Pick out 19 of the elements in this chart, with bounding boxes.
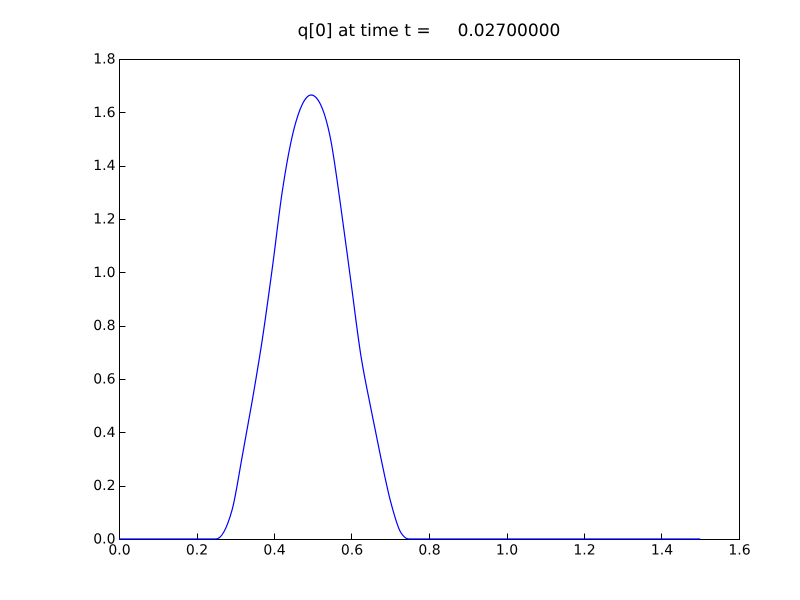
y-tick-label: 1.2	[93, 212, 116, 228]
y-tick-label: 1.8	[93, 52, 116, 68]
x-tick-label: 0.2	[186, 542, 208, 558]
x-tick-label: 1.0	[496, 542, 518, 558]
x-tick-label: 0.6	[340, 542, 364, 558]
y-tick-label: 1.0	[93, 264, 116, 281]
x-tick-label: 1.6	[728, 542, 751, 558]
x-tick-label: 1.4	[650, 542, 674, 558]
x-tick-label: 1.2	[573, 542, 596, 558]
chart-title: q[0] at time t = 0.02700000	[298, 21, 560, 41]
y-tick-label: 0.6	[93, 372, 116, 388]
y-tick-label: 0.4	[93, 424, 116, 441]
y-tick-label: 1.6	[93, 104, 116, 121]
x-tick-label: 0.8	[418, 542, 441, 558]
x-tick-label: 0.4	[263, 542, 286, 558]
y-tick-label: 0.8	[93, 318, 116, 334]
y-tick-label: 0.2	[93, 478, 116, 494]
y-tick-label: 1.4	[93, 158, 116, 174]
line-series	[118, 94, 701, 540]
